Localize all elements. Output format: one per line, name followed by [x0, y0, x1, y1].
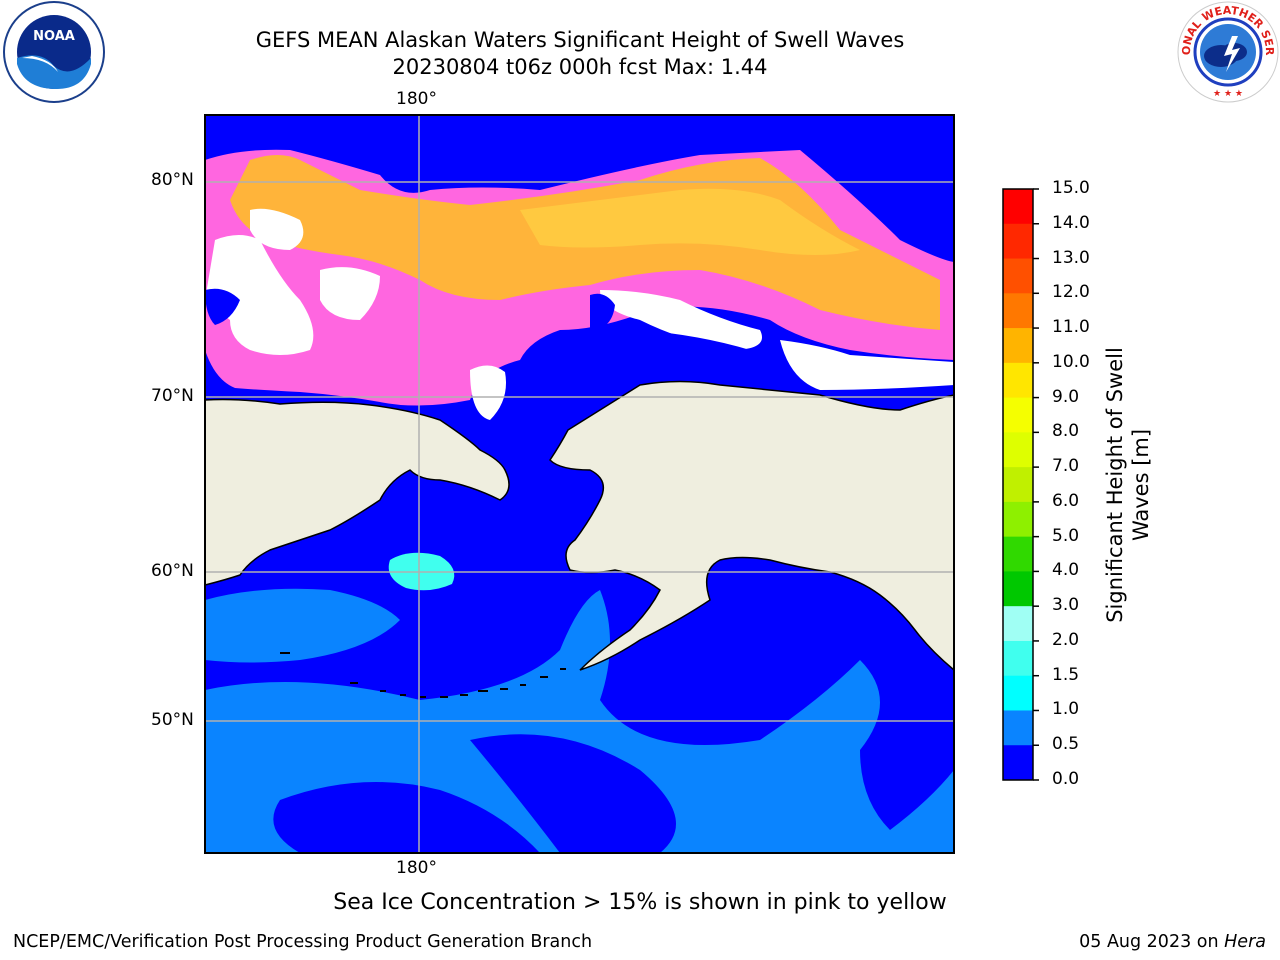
lat-label-60: 60°N [151, 561, 194, 581]
colorbar-tick-label: 14.0 [1052, 212, 1090, 233]
colorbar-tick-label: 11.0 [1052, 317, 1090, 338]
colorbar-tick-label: 12.0 [1052, 282, 1090, 303]
lat-label-70: 70°N [151, 386, 194, 406]
colorbar-segment [1003, 745, 1033, 781]
colorbar-tick-label: 13.0 [1052, 247, 1090, 268]
colorbar-segment [1003, 675, 1033, 711]
colorbar-tick-label: 0.5 [1052, 734, 1080, 755]
aleutian-islands [280, 652, 566, 698]
colorbar-tick-label: 6.0 [1052, 490, 1080, 511]
colorbar-tick-label: 1.5 [1052, 664, 1080, 685]
colorbar-segment [1003, 397, 1033, 433]
land-siberia [205, 398, 510, 586]
nws-logo: NATIONAL WEATHER SERVICE ★ ★ ★ [1176, 0, 1279, 103]
colorbar-segment [1003, 258, 1033, 294]
colorbar-segment [1003, 710, 1033, 746]
footer-branch: NCEP/EMC/Verification Post Processing Pr… [13, 932, 593, 952]
colorbar-tick-label: 4.0 [1052, 560, 1080, 581]
colorbar-segment [1003, 536, 1033, 572]
land-alaska [549, 380, 954, 671]
colorbar-tick-marks [1033, 188, 1039, 781]
colorbar-tick-label: 0.0 [1052, 769, 1080, 789]
colorbar-segment [1003, 606, 1033, 642]
colorbar-tick-label: 15.0 [1052, 178, 1090, 198]
colorbar-tick-label: 3.0 [1052, 595, 1080, 616]
svg-text:NOAA: NOAA [33, 29, 75, 44]
lon-label-top: 180° [396, 89, 437, 109]
colorbar-segment [1003, 432, 1033, 468]
colorbar-segment [1003, 362, 1033, 399]
colorbar-frame [1002, 188, 1034, 781]
swell-zone-dark-patch [273, 734, 676, 853]
colorbar-tick-label: 10.0 [1052, 351, 1090, 372]
sea-ice-note: Sea Ice Concentration > 15% is shown in … [333, 890, 947, 915]
ice-gap-white [205, 208, 954, 420]
colorbar [1003, 189, 1033, 781]
svg-text:★ ★ ★: ★ ★ ★ [1213, 89, 1243, 99]
colorbar-label: Significant Height of Swell Waves [m] [1103, 347, 1153, 623]
colorbar-segment [1003, 467, 1033, 503]
lat-label-80: 80°N [151, 170, 194, 190]
colorbar-segment [1003, 223, 1033, 260]
colorbar-tick-label: 2.0 [1052, 629, 1080, 650]
colorbar-tick-label: 7.0 [1052, 456, 1080, 477]
lat-label-50: 50°N [151, 710, 194, 730]
map-frame [204, 114, 955, 854]
colorbar-segment [1003, 328, 1033, 364]
map-subtitle: 20230804 t06z 000h fcst Max: 1.44 [392, 55, 768, 79]
noaa-logo: NOAA [3, 1, 105, 103]
colorbar-segment [1003, 571, 1033, 607]
lon-label-bottom: 180° [396, 858, 437, 878]
gridlines [205, 115, 954, 853]
colorbar-segment [1003, 501, 1033, 538]
colorbar-segment [1003, 189, 1033, 225]
footer-date: 05 Aug 2023 on Hera [1079, 932, 1266, 952]
map-title: GEFS MEAN Alaskan Waters Significant Hei… [255, 28, 905, 52]
colorbar-segment [1003, 293, 1033, 329]
colorbar-tick-label: 8.0 [1052, 421, 1080, 442]
sea-ice-yellow [520, 188, 860, 255]
colorbar-tick-label: 1.0 [1052, 699, 1080, 720]
map-plot-area [205, 115, 954, 853]
colorbar-tick-label: 5.0 [1052, 525, 1080, 546]
blue-inside-ice [205, 288, 754, 372]
colorbar-segment [1003, 640, 1033, 677]
colorbar-tick-label: 9.0 [1052, 386, 1080, 407]
